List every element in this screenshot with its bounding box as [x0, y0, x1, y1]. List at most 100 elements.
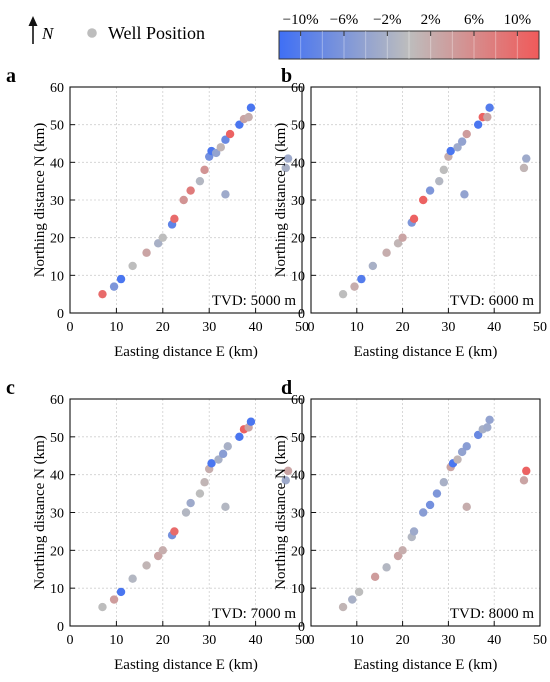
well-point [393, 239, 403, 248]
x-tick-label: 50 [533, 633, 547, 648]
x-tick-label: 10 [350, 633, 364, 648]
x-tick-label: 0 [67, 320, 74, 335]
well-point [116, 587, 126, 597]
y-tick-label: 20 [50, 232, 64, 247]
y-tick-label: 40 [50, 156, 64, 171]
well-point [235, 432, 244, 442]
well-point [485, 103, 494, 112]
well-point [109, 282, 119, 291]
y-tick-label: 40 [50, 469, 64, 484]
well-point [195, 489, 205, 498]
well-point [419, 195, 428, 205]
colorbar-gradient [278, 30, 540, 60]
well-point [485, 415, 494, 425]
y-tick-label: 60 [50, 81, 64, 96]
well-point [128, 574, 137, 583]
colorbar: −10% −6% −2% 2% 6% 10% [278, 12, 540, 60]
well-point [370, 572, 380, 582]
tvd-annotation: TVD: 8000 m [450, 606, 534, 622]
well-point [354, 587, 364, 597]
well-marker-icon [87, 28, 97, 38]
x-tick-label: 30 [202, 633, 216, 648]
well-point [473, 430, 483, 440]
well-point [221, 502, 230, 512]
x-tick-label: 40 [487, 633, 501, 648]
well-point [350, 282, 359, 291]
well-point [398, 546, 407, 555]
x-axis-label: Easting distance E (km) [114, 344, 258, 360]
colorbar-tick-label: 2% [421, 12, 441, 28]
y-tick-label: 50 [291, 119, 305, 134]
x-tick-label: 50 [295, 320, 309, 335]
well-point [98, 289, 107, 299]
x-axis-label: Easting distance E (km) [114, 657, 258, 673]
well-point [453, 455, 462, 464]
x-tick-label: 30 [441, 320, 455, 335]
x-axis-label: Easting distance E (km) [354, 657, 498, 673]
well-point [460, 190, 469, 199]
well-point [158, 546, 167, 555]
north-arrow-icon [28, 16, 38, 44]
x-axis-label: Easting distance E (km) [354, 344, 498, 360]
y-axis-label: Northing distance N (km) [32, 123, 48, 278]
y-tick-label: 0 [57, 307, 64, 322]
well-point [283, 154, 293, 163]
well-point [473, 120, 483, 129]
y-tick-label: 10 [50, 582, 64, 597]
y-tick-label: 60 [291, 81, 305, 96]
well-point [235, 120, 244, 129]
well-point [348, 595, 357, 604]
well-point [283, 466, 293, 476]
well-point [221, 135, 230, 144]
y-tick-label: 20 [50, 544, 64, 559]
well-point [223, 442, 232, 451]
panel-letter: a [6, 65, 16, 87]
well-point [519, 163, 529, 173]
well-point [142, 248, 151, 257]
y-tick-label: 30 [291, 194, 305, 209]
x-tick-label: 30 [441, 633, 455, 648]
x-tick-label: 30 [202, 320, 216, 335]
well-point [382, 563, 391, 572]
x-tick-label: 10 [109, 633, 123, 648]
x-tick-label: 0 [67, 633, 74, 648]
x-tick-label: 40 [249, 320, 263, 335]
x-tick-label: 40 [487, 320, 501, 335]
well-point [462, 502, 471, 512]
x-tick-label: 50 [295, 633, 309, 648]
well-point [462, 442, 471, 451]
well-point [419, 508, 428, 517]
panel-letter: c [6, 377, 15, 399]
well-point [116, 274, 126, 284]
well-point [446, 146, 455, 156]
legend: N Well Position −10% −6% −2% 2% 6% 10% [28, 12, 540, 60]
well-point [214, 455, 223, 464]
well-point [439, 165, 449, 175]
y-tick-label: 60 [50, 393, 64, 408]
well-point [522, 466, 531, 476]
well-point [457, 447, 467, 457]
well-point [98, 602, 107, 612]
well-point [109, 595, 119, 604]
well-point [435, 176, 444, 186]
y-tick-label: 40 [291, 156, 305, 171]
well-point [158, 233, 167, 242]
well-point [483, 112, 492, 122]
well-point [432, 489, 442, 498]
tvd-annotation: TVD: 7000 m [212, 606, 296, 622]
well-position-label: Well Position [108, 23, 205, 43]
north-label: N [41, 24, 55, 43]
y-tick-label: 30 [50, 194, 64, 209]
x-tick-label: 20 [156, 320, 170, 335]
well-point [425, 186, 435, 195]
y-tick-label: 20 [291, 544, 305, 559]
well-point [181, 508, 191, 517]
well-point [200, 478, 209, 487]
well-point [218, 449, 228, 459]
well-point [382, 248, 391, 257]
well-point [153, 239, 163, 248]
